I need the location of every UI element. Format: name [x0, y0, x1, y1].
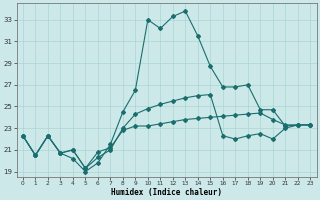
X-axis label: Humidex (Indice chaleur): Humidex (Indice chaleur) [111, 188, 222, 197]
